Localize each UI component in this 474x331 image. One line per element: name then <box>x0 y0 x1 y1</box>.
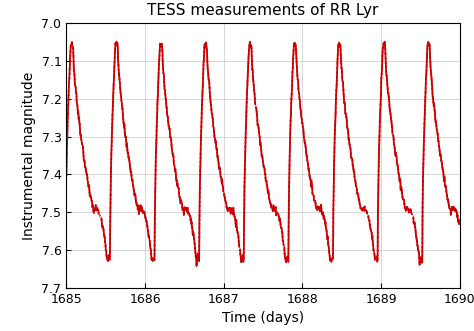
X-axis label: Time (days): Time (days) <box>222 311 304 325</box>
Title: TESS measurements of RR Lyr: TESS measurements of RR Lyr <box>147 3 379 18</box>
Y-axis label: Instrumental magnitude: Instrumental magnitude <box>22 71 36 240</box>
